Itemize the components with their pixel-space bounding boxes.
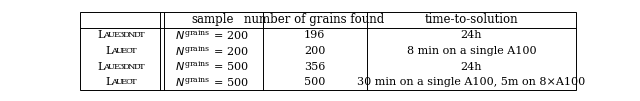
Text: 3: 3: [118, 31, 124, 39]
Text: T: T: [138, 31, 144, 39]
Text: 30 min on a single A100, 5m on 8×A100: 30 min on a single A100, 5m on 8×A100: [357, 77, 586, 87]
Text: O: O: [125, 78, 132, 86]
Text: L: L: [105, 46, 113, 56]
Text: E: E: [121, 78, 127, 86]
Text: 3: 3: [118, 63, 124, 71]
Text: D: D: [133, 63, 140, 71]
Text: U: U: [108, 31, 115, 39]
Text: A: A: [103, 31, 109, 39]
Text: D: D: [133, 31, 140, 39]
Text: 356: 356: [304, 62, 325, 72]
Text: A: A: [103, 63, 109, 71]
Text: E: E: [113, 63, 120, 71]
Text: U: U: [108, 63, 115, 71]
Text: E: E: [121, 47, 127, 55]
Text: E: E: [113, 31, 120, 39]
Text: L: L: [97, 62, 105, 72]
Text: 24h: 24h: [461, 30, 482, 41]
Text: $N^{\mathregular{grains}}$$\,=\,$200: $N^{\mathregular{grains}}$$\,=\,$200: [175, 29, 249, 42]
Text: A: A: [111, 47, 117, 55]
Text: 8 min on a single A100: 8 min on a single A100: [406, 46, 536, 56]
Text: U: U: [115, 47, 122, 55]
Text: 196: 196: [304, 30, 325, 41]
Text: $N^{\mathregular{grains}}$$\,=\,$500: $N^{\mathregular{grains}}$$\,=\,$500: [175, 60, 249, 73]
Text: $N^{\mathregular{grains}}$$\,=\,$500: $N^{\mathregular{grains}}$$\,=\,$500: [175, 75, 249, 89]
Text: L: L: [97, 30, 105, 41]
Text: $N^{\mathregular{grains}}$$\,=\,$200: $N^{\mathregular{grains}}$$\,=\,$200: [175, 44, 249, 58]
Text: 200: 200: [304, 46, 325, 56]
Text: 24h: 24h: [461, 62, 482, 72]
Text: L: L: [105, 77, 113, 87]
Text: number of grains found: number of grains found: [244, 13, 385, 26]
Text: D: D: [122, 31, 129, 39]
Text: N: N: [127, 63, 135, 71]
Text: sample: sample: [191, 13, 234, 26]
Text: D: D: [122, 63, 129, 71]
Text: U: U: [115, 78, 122, 86]
Text: T: T: [131, 47, 137, 55]
Text: O: O: [125, 47, 132, 55]
Text: T: T: [131, 78, 137, 86]
Text: time-to-solution: time-to-solution: [424, 13, 518, 26]
Text: N: N: [127, 31, 135, 39]
Text: T: T: [138, 63, 144, 71]
Text: 500: 500: [304, 77, 325, 87]
Text: A: A: [111, 78, 117, 86]
